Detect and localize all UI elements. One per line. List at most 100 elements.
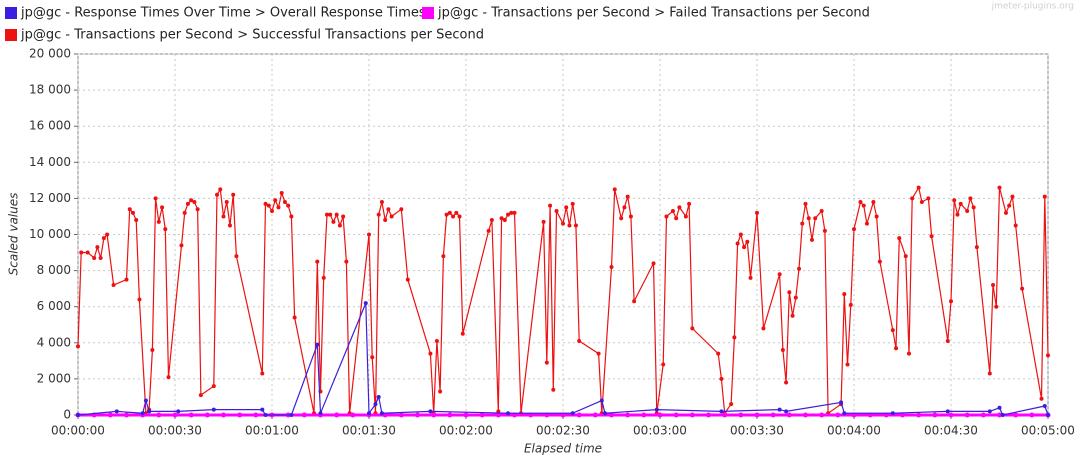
data-point [127, 207, 132, 212]
data-point [787, 290, 792, 295]
data-point [858, 200, 863, 205]
data-point [729, 402, 734, 407]
data-point [677, 205, 682, 210]
data-point [955, 212, 960, 217]
data-point [968, 196, 973, 201]
data-point [852, 227, 856, 232]
data-point [124, 277, 129, 282]
data-point [641, 412, 647, 418]
data-point [263, 413, 268, 417]
data-point [85, 250, 90, 255]
data-point [282, 200, 287, 205]
data-point [188, 412, 194, 418]
data-point [664, 214, 669, 219]
data-point [185, 201, 190, 206]
data-point [502, 218, 507, 223]
data-point [1013, 223, 1018, 228]
data-point [761, 326, 766, 331]
data-point [780, 348, 785, 353]
data-point [1029, 412, 1035, 418]
x-tick-label: 00:05:00 [1021, 424, 1075, 438]
data-point [599, 398, 604, 403]
data-point [722, 412, 728, 418]
data-point [793, 295, 798, 300]
series [76, 185, 1050, 416]
data-point [813, 216, 818, 221]
data-point [156, 219, 161, 224]
data-point [706, 412, 711, 418]
x-tick-label: 00:00:30 [148, 424, 202, 438]
data-point [221, 412, 226, 418]
data-point [224, 200, 229, 205]
data-point [506, 212, 511, 217]
data-point [570, 201, 575, 206]
data-point [670, 209, 675, 214]
data-point [509, 210, 514, 215]
data-point [398, 412, 404, 418]
data-point [548, 203, 553, 208]
data-point [742, 245, 747, 250]
data-point [576, 412, 582, 418]
data-point [373, 402, 378, 407]
data-point [499, 216, 504, 221]
data-point [971, 205, 976, 210]
legend-swatch [5, 29, 17, 41]
data-point [98, 255, 103, 260]
data-point [286, 203, 291, 208]
data-point [237, 412, 243, 418]
data-point [447, 412, 453, 418]
data-point [376, 394, 381, 399]
data-point [596, 351, 601, 356]
x-tick-label: 00:02:30 [536, 424, 590, 438]
data-point [573, 223, 578, 228]
data-point [551, 387, 556, 392]
data-point [1003, 210, 1008, 215]
data-point [980, 412, 986, 418]
data-point [289, 413, 294, 417]
data-point [76, 344, 80, 349]
data-point [444, 212, 449, 217]
data-point [577, 338, 582, 343]
series [76, 301, 1050, 417]
data-point [777, 407, 782, 412]
data-point [389, 214, 394, 219]
y-tick-label: 10 000 [29, 227, 71, 241]
data-point [800, 221, 805, 226]
data-point [172, 412, 178, 418]
data-point [156, 412, 162, 418]
data-point [153, 196, 158, 201]
x-tick-label: 00:03:30 [730, 424, 784, 438]
data-point [301, 412, 307, 418]
data-point [95, 245, 100, 250]
data-point [738, 232, 743, 237]
data-point [1039, 396, 1044, 401]
data-point [819, 412, 825, 418]
data-point [111, 283, 116, 288]
data-point [431, 412, 437, 418]
data-point [405, 277, 410, 282]
data-point [495, 412, 501, 418]
data-point [592, 412, 598, 418]
data-point [337, 223, 342, 228]
data-point [900, 412, 905, 418]
data-point [428, 351, 433, 356]
data-point [344, 259, 349, 264]
data-point [370, 355, 375, 360]
data-point [839, 400, 844, 405]
data-point [350, 412, 356, 418]
data-point [182, 210, 187, 215]
data-point [292, 315, 297, 320]
data-point [809, 237, 814, 242]
data-point [506, 411, 511, 416]
data-point [489, 218, 494, 223]
x-tick-label: 00:04:00 [827, 424, 881, 438]
data-point [803, 201, 808, 206]
data-point [160, 205, 165, 210]
data-point [949, 299, 953, 304]
data-point [997, 185, 1002, 190]
data-point [263, 201, 268, 206]
data-point [567, 223, 572, 228]
data-point [321, 275, 326, 280]
data-point [147, 409, 152, 414]
data-point [130, 210, 135, 215]
